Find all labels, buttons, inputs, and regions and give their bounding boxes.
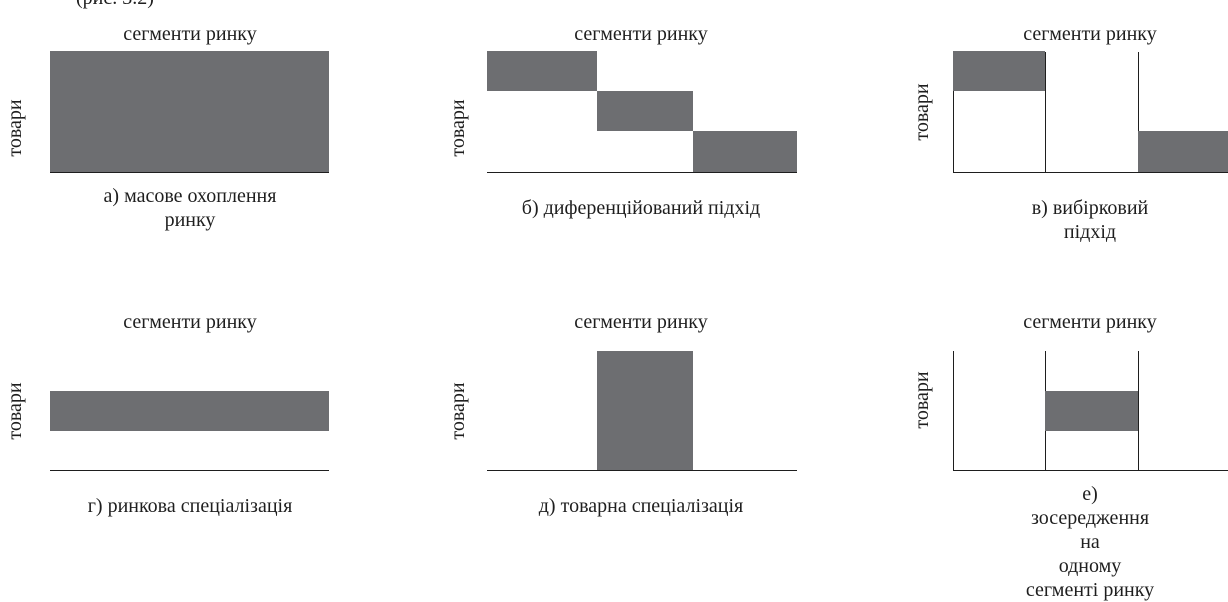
panel-e-divider-2 bbox=[1138, 351, 1139, 470]
panel-e-side-label: товари bbox=[911, 371, 933, 429]
panel-v-divider-1 bbox=[1045, 52, 1046, 172]
panel-a-caption-line1: а) масове охоплення bbox=[103, 185, 277, 207]
top-fragment: (рис. 3.2) bbox=[76, 0, 154, 10]
panel-b-caption-line1: б) диференційований підхід bbox=[521, 197, 761, 219]
panel-d-top-label: сегменти ринку bbox=[574, 311, 708, 333]
panel-d-side-label: товари bbox=[447, 382, 469, 440]
panel-g-fill-block bbox=[50, 391, 329, 431]
panel-d-caption: д) товарна спеціалізація bbox=[539, 494, 744, 518]
panel-v-divider-2 bbox=[1138, 52, 1139, 172]
panel-e-baseline bbox=[953, 470, 1228, 471]
panel-a-side-label: товари bbox=[4, 99, 26, 157]
panel-b-block-3 bbox=[693, 131, 797, 172]
panel-g-caption: г) ринкова спеціалізація bbox=[88, 494, 293, 518]
panel-g-baseline bbox=[50, 470, 329, 471]
panel-a-top-label: сегменти ринку bbox=[123, 23, 257, 45]
panel-e-fill-block bbox=[1045, 391, 1138, 431]
panel-b-block-2 bbox=[597, 91, 693, 131]
panel-v-caption-line1: в) вибірковий підхід bbox=[1031, 197, 1149, 243]
panel-d-fill-block bbox=[597, 351, 693, 470]
panel-b-baseline bbox=[487, 172, 797, 173]
panel-e-axis bbox=[953, 351, 954, 470]
panel-b-block-1 bbox=[487, 51, 597, 91]
panel-b-side-label: товари bbox=[447, 99, 469, 157]
panel-b-top-label: сегменти ринку bbox=[574, 23, 708, 45]
panel-v-top-label: сегменти ринку bbox=[1023, 23, 1157, 45]
panel-a-caption-line2: ринку bbox=[164, 209, 216, 231]
panel-a-baseline bbox=[50, 172, 329, 173]
panel-v-block-1 bbox=[953, 51, 1045, 91]
panel-b-caption: б) диференційований підхід bbox=[522, 196, 760, 220]
panel-e-caption: е) зосередження на одному сегменті ринку bbox=[1021, 482, 1159, 602]
panel-a-fill-block bbox=[50, 51, 329, 172]
panel-v-baseline bbox=[953, 172, 1228, 173]
panel-v-caption: в) вибірковий підхід bbox=[1021, 196, 1159, 244]
panel-g-top-label: сегменти ринку bbox=[123, 311, 257, 333]
panel-d-caption-line1: д) товарна спеціалізація bbox=[538, 495, 744, 517]
panel-g-side-label: товари bbox=[4, 382, 26, 440]
panel-e-top-label: сегменти ринку bbox=[1023, 311, 1157, 333]
panel-v-block-2 bbox=[1138, 131, 1228, 172]
panel-d-baseline bbox=[487, 470, 797, 471]
panel-v-side-label: товари bbox=[911, 83, 933, 141]
panel-a-caption: а) масове охоплення ринку bbox=[104, 184, 277, 232]
panel-g-caption-line1: г) ринкова спеціалізація bbox=[87, 495, 293, 517]
panel-e-caption-line1: е) зосередження на bbox=[1030, 483, 1150, 553]
panel-v-axis bbox=[953, 52, 954, 172]
panel-e-caption-line2: одному сегменті ринку bbox=[1025, 555, 1155, 601]
